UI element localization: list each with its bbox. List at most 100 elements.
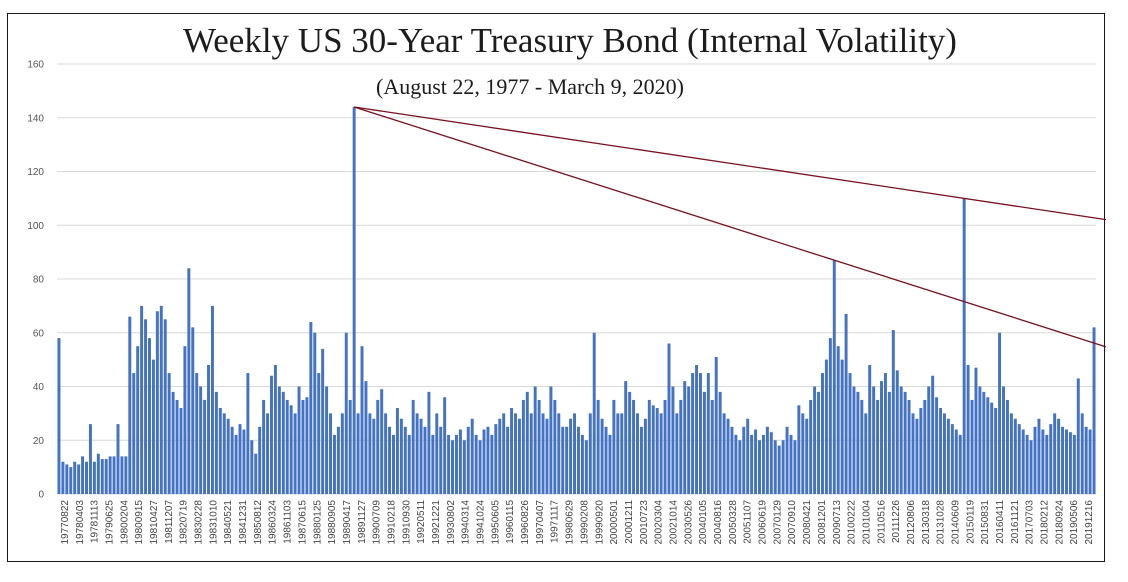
bar [758, 440, 761, 494]
bar [915, 418, 919, 494]
bar [132, 373, 136, 494]
bar [1021, 429, 1025, 494]
bar [632, 399, 636, 494]
x-tick-label: 20051107 [743, 500, 754, 544]
bar [561, 426, 565, 494]
x-tick-label: 19930802 [446, 500, 457, 545]
bar [1033, 426, 1037, 494]
bar [939, 408, 943, 494]
x-tick-label: 19910930 [401, 500, 412, 545]
x-tick-label: 19971117 [550, 500, 561, 543]
bar [883, 373, 887, 494]
bar [549, 386, 553, 494]
bar [647, 399, 651, 494]
bar [486, 426, 490, 494]
bar [533, 386, 537, 494]
bar [695, 365, 699, 494]
bar [620, 413, 624, 494]
bar [817, 391, 821, 494]
bar [667, 343, 671, 494]
x-tick-label: 20110516 [876, 500, 887, 544]
bar [384, 413, 388, 494]
bar [797, 405, 801, 494]
x-tick-label: 19840521 [223, 500, 234, 545]
bar [226, 418, 230, 494]
bar [443, 397, 447, 494]
bar [687, 386, 691, 494]
bar [388, 426, 392, 494]
bar [702, 391, 706, 494]
bar [596, 399, 600, 494]
bar [750, 434, 754, 494]
bar [1049, 424, 1053, 494]
bar [407, 434, 411, 494]
x-tick-label: 19820719 [179, 500, 190, 545]
x-tick-label: 20010723 [639, 500, 650, 545]
bar [903, 391, 907, 494]
bar [490, 434, 494, 494]
bar [553, 399, 557, 494]
bar [616, 413, 620, 494]
bar [309, 322, 313, 494]
bar [628, 391, 632, 494]
x-tick-label: 20160411 [995, 500, 1006, 544]
bar [502, 413, 506, 494]
x-tick-label: 20130318 [921, 500, 932, 545]
x-tick-label: 20080421 [802, 500, 813, 545]
x-tick-label: 20191216 [1084, 500, 1095, 545]
bar [148, 338, 151, 494]
x-tick-label: 20100222 [847, 500, 858, 545]
bar [175, 399, 179, 494]
bar [576, 426, 580, 494]
bar [104, 459, 108, 494]
bar [852, 386, 856, 494]
bar [828, 338, 832, 494]
bar [329, 413, 333, 494]
bar [521, 399, 525, 494]
bar [1084, 426, 1088, 494]
bar [636, 413, 639, 494]
bar [887, 391, 891, 494]
bar [431, 434, 435, 494]
bar [1002, 386, 1005, 494]
bar [494, 424, 498, 494]
bar [81, 456, 85, 494]
bar [734, 434, 738, 494]
bar [140, 305, 144, 494]
bar [395, 408, 399, 494]
x-tick-label: 19970407 [535, 500, 546, 545]
bar [447, 434, 451, 494]
bar [187, 268, 191, 494]
x-tick-label: 19960826 [520, 500, 531, 545]
bar [923, 399, 927, 494]
x-tick-label: 19800915 [134, 500, 145, 545]
x-tick-label: 20070910 [787, 500, 798, 545]
bar [813, 386, 817, 494]
x-tick-label: 20161121 [1010, 500, 1021, 544]
bar [600, 418, 604, 494]
bar [962, 198, 966, 494]
bar [907, 399, 911, 494]
bar [108, 456, 112, 494]
bar [1045, 434, 1049, 494]
bar [525, 391, 529, 494]
bar [691, 373, 695, 494]
x-tick-label: 20131028 [936, 500, 947, 545]
y-tick-label: 140 [27, 113, 44, 124]
bar [439, 426, 443, 494]
x-tick-label: 19990920 [594, 500, 605, 545]
bar [982, 391, 986, 494]
bar [207, 365, 210, 494]
bar [974, 367, 978, 494]
bar [651, 405, 655, 494]
bar [880, 381, 883, 494]
bar [1005, 399, 1009, 494]
x-tick-label: 19780403 [75, 500, 86, 545]
bar [356, 413, 360, 494]
x-tick-label: 19811207 [164, 500, 175, 544]
bar [285, 399, 289, 494]
x-tick-label: 20120806 [906, 500, 917, 545]
bar [592, 332, 596, 494]
bar [809, 399, 813, 494]
bar [573, 413, 577, 494]
